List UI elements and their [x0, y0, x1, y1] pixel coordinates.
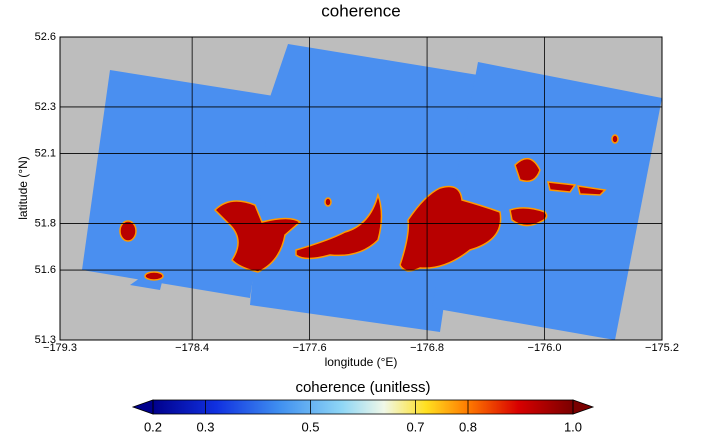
x-axis-label: longitude (°E) [325, 355, 398, 369]
colorbar-extend-high [572, 399, 595, 415]
colorbar [152, 399, 574, 415]
y-tick-label: 51.8 [35, 217, 56, 229]
chart-title: coherence [321, 1, 400, 20]
x-tick-label: −177.6 [293, 342, 327, 354]
colorbar-tick-label: 0.5 [301, 419, 319, 434]
colorbar-extend-low [131, 399, 154, 415]
x-tick-label: −178.4 [175, 342, 209, 354]
coherence-raster [82, 44, 662, 340]
y-tick-label: 52.6 [35, 31, 56, 43]
x-tick-label: −176.8 [410, 342, 444, 354]
colorbar-tick-label: 0.3 [196, 419, 214, 434]
x-tick-label: −175.2 [645, 342, 679, 354]
colorbar-tick-label: 0.7 [406, 419, 424, 434]
colorbar-tick-label: 0.2 [144, 419, 162, 434]
colorbar-label: coherence (unitless) [295, 379, 430, 396]
x-tick-label: −179.3 [43, 342, 77, 354]
colorbar-tick-label: 0.8 [459, 419, 477, 434]
plot-frame [59, 36, 663, 341]
y-tick-label: 52.1 [35, 147, 56, 159]
y-tick-label: 52.3 [35, 101, 56, 113]
colorbar-tick-label: 1.0 [564, 419, 582, 434]
x-tick-label: −176.0 [528, 342, 562, 354]
y-axis-label: latitude (°N) [16, 156, 30, 220]
y-tick-label: 51.3 [35, 334, 56, 346]
y-tick-label: 51.6 [35, 264, 56, 276]
